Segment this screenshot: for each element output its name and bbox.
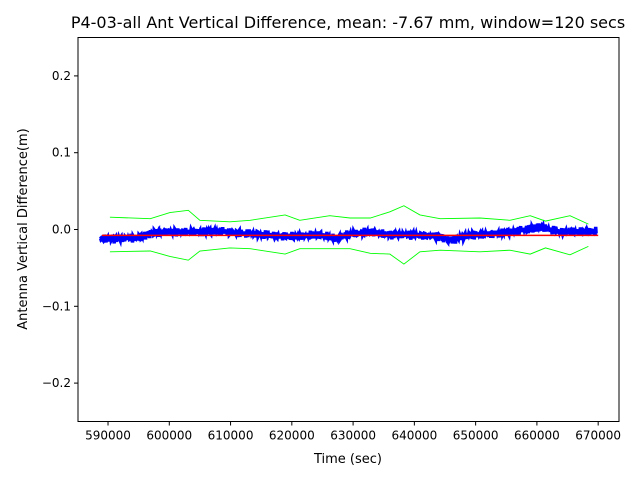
series-difference xyxy=(98,219,598,248)
x-tick-label: 610000 xyxy=(208,429,254,443)
y-tick-label: −0.1 xyxy=(42,299,71,313)
x-tick-label: 660000 xyxy=(514,429,560,443)
plot-area xyxy=(98,205,599,265)
x-axis-label: Time (sec) xyxy=(313,452,382,467)
y-tick-label: 0.0 xyxy=(52,223,71,237)
series-upper-envelope xyxy=(109,205,589,225)
y-axis-label: Antenna Vertical Difference(m) xyxy=(16,128,31,329)
x-tick-label: 590000 xyxy=(85,429,131,443)
axis-ticks: 590000 600000 610000 620000 630000 640000 6500… xyxy=(42,69,621,443)
x-tick-label: 630000 xyxy=(330,429,376,443)
chart-title: P4-03-all Ant Vertical Difference, mean:… xyxy=(71,13,625,32)
y-tick-label: 0.2 xyxy=(52,69,71,83)
x-tick-label: 670000 xyxy=(575,429,621,443)
x-tick-label: 600000 xyxy=(146,429,192,443)
series-lower-envelope xyxy=(109,245,589,265)
x-tick-label: 620000 xyxy=(269,429,315,443)
y-tick-label: 0.1 xyxy=(52,146,71,160)
x-tick-label: 650000 xyxy=(453,429,499,443)
y-tick-label: −0.2 xyxy=(42,376,71,390)
axes-frame xyxy=(77,37,620,422)
x-tick-label: 640000 xyxy=(391,429,437,443)
